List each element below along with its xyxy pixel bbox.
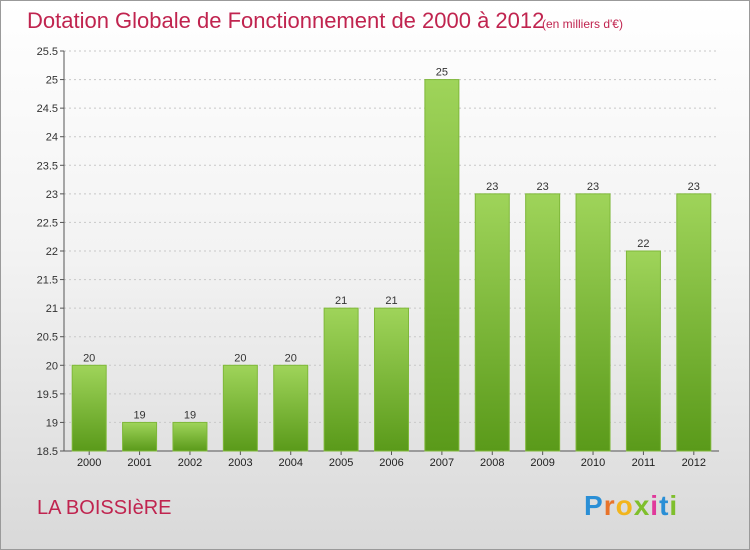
- x-tick-label: 2002: [178, 457, 202, 469]
- logo-letter: x: [633, 490, 651, 521]
- x-tick-label: 2003: [228, 457, 252, 469]
- y-tick-label: 19: [46, 417, 58, 429]
- y-tick-label: 22.5: [37, 217, 58, 229]
- bar-2001: [122, 421, 158, 452]
- bar-2005: [323, 307, 359, 452]
- commune-name: LA BOISSIèRE: [37, 497, 172, 519]
- data-label: 25: [436, 67, 448, 79]
- bar-2003: [222, 364, 258, 452]
- y-tick-label: 23: [46, 189, 58, 201]
- y-tick-label: 20: [46, 360, 58, 372]
- logo-letter: r: [603, 490, 616, 521]
- x-tick-label: 2000: [77, 457, 101, 469]
- proxiti-logo: Proxiti: [584, 490, 678, 522]
- x-tick-label: 2001: [127, 457, 151, 469]
- x-tick-label: 2011: [632, 457, 656, 469]
- y-tick-label: 19.5: [37, 389, 58, 401]
- x-tick-label: 2012: [682, 457, 706, 469]
- bar-2004: [273, 364, 309, 452]
- logo-letter: i: [650, 490, 660, 521]
- data-label: 20: [83, 352, 95, 364]
- x-tick-label: 2006: [379, 457, 403, 469]
- data-label: 23: [587, 181, 599, 193]
- data-label: 22: [637, 238, 649, 250]
- bar-2007: [424, 79, 460, 452]
- unit-label: (en milliers d'€): [542, 17, 623, 31]
- bar-2011: [625, 250, 661, 452]
- data-label: 23: [486, 181, 498, 193]
- data-label: 23: [688, 181, 700, 193]
- y-tick-label: 24: [46, 132, 58, 144]
- y-tick-label: 25.5: [37, 46, 58, 58]
- bar-2009: [525, 193, 561, 452]
- x-tick-label: 2007: [430, 457, 454, 469]
- y-tick-label: 25: [46, 75, 58, 87]
- y-tick-label: 21: [46, 303, 58, 315]
- data-label: 19: [184, 409, 196, 421]
- data-label: 21: [335, 295, 347, 307]
- data-label: 21: [385, 295, 397, 307]
- x-tick-label: 2009: [530, 457, 554, 469]
- data-label: 19: [133, 409, 145, 421]
- x-tick-label: 2004: [278, 457, 302, 469]
- y-tick-label: 22: [46, 246, 58, 258]
- bar-2012: [676, 193, 712, 452]
- chart-title: Dotation Globale de Fonctionnement de 20…: [27, 8, 545, 33]
- x-tick-label: 2005: [329, 457, 353, 469]
- y-tick-label: 20.5: [37, 332, 58, 344]
- bar-2002: [172, 421, 208, 452]
- bar-2010: [575, 193, 611, 452]
- logo-letter: P: [584, 490, 604, 521]
- bar-2000: [71, 364, 107, 452]
- labels: 18.5 19 19.5 20 20.5 21 21.5 22 22.5 23 23.5 24 24.5…: [37, 46, 706, 469]
- y-tick-label: 21.5: [37, 275, 58, 287]
- bars: [71, 79, 712, 452]
- logo-letter: i: [669, 490, 679, 521]
- logo-letter: o: [615, 490, 634, 521]
- y-tick-label: 24.5: [37, 103, 58, 115]
- data-label: 20: [234, 352, 246, 364]
- y-tick-label: 18.5: [37, 446, 58, 458]
- data-label: 20: [285, 352, 297, 364]
- bar-2008: [474, 193, 510, 452]
- bar-2006: [374, 307, 409, 452]
- data-label: 23: [537, 181, 549, 193]
- y-tick-label: 23.5: [37, 160, 58, 172]
- x-tick-label: 2010: [581, 457, 605, 469]
- logo-letter: t: [659, 490, 670, 521]
- x-tick-label: 2008: [480, 457, 504, 469]
